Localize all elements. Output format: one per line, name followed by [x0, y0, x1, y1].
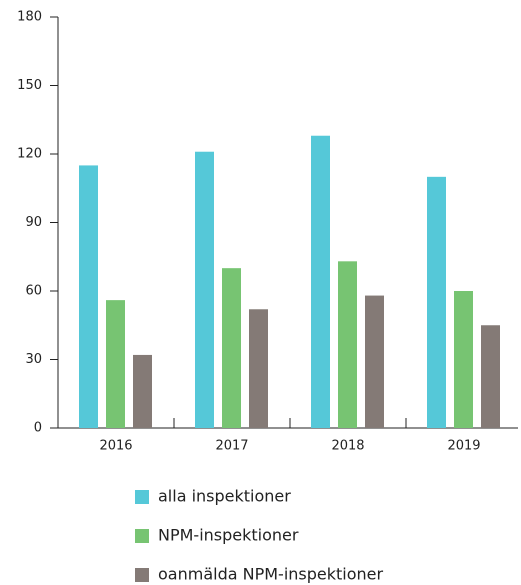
y-tick-label: 120 — [17, 147, 42, 162]
legend-swatch — [135, 568, 149, 582]
y-tick-label: 0 — [34, 421, 42, 436]
legend-label: oanmälda NPM-inspektioner — [158, 565, 383, 584]
bar — [79, 165, 98, 428]
legend-swatch — [135, 529, 149, 543]
bar — [454, 291, 473, 428]
x-tick-label: 2016 — [99, 439, 132, 454]
bar — [133, 354, 152, 428]
y-tick-label: 30 — [25, 352, 42, 367]
legend-swatch — [135, 490, 149, 504]
y-tick-label: 90 — [25, 215, 42, 230]
legend-label: NPM-inspektioner — [158, 526, 299, 545]
y-tick-label: 150 — [17, 78, 42, 93]
legend-label: alla inspektioner — [158, 487, 291, 506]
bar — [195, 151, 214, 428]
x-tick-label: 2019 — [447, 439, 480, 454]
bar — [481, 325, 500, 428]
bar — [427, 176, 446, 428]
bar — [106, 300, 125, 428]
y-tick-label: 60 — [25, 284, 42, 299]
y-tick-label: 180 — [17, 10, 42, 25]
bar — [249, 309, 268, 428]
x-tick-label: 2017 — [215, 439, 248, 454]
bar — [311, 135, 330, 428]
x-tick-label: 2018 — [331, 439, 364, 454]
bar — [365, 295, 384, 428]
bar — [222, 268, 241, 428]
bar — [338, 261, 357, 428]
